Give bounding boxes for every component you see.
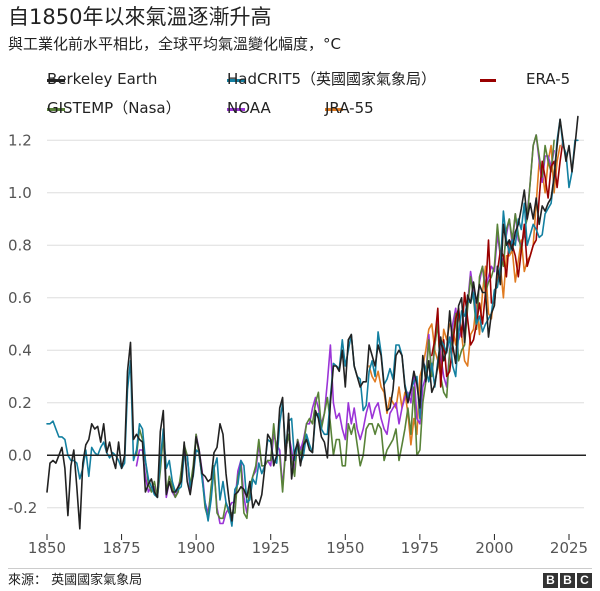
x-tick-label: 1900 <box>177 539 215 557</box>
legend-label-jra55: JRA-55 <box>325 99 374 117</box>
legend-swatch-berkeley <box>47 79 65 82</box>
footer-divider <box>8 568 592 569</box>
legend-swatch-noaa <box>227 108 245 111</box>
x-tick-label: 2025 <box>550 539 588 557</box>
y-tick-label: 0.4 <box>8 341 32 359</box>
legend-swatch-jra55 <box>325 108 343 111</box>
legend-label-berkeley: Berkeley Earth <box>47 70 158 88</box>
x-tick-label: 1850 <box>28 539 66 557</box>
legend-swatch-gistemp <box>47 108 65 111</box>
chart-title: 自1850年以來氣溫逐漸升高 <box>8 5 272 29</box>
y-tick-label: 1.0 <box>8 184 32 202</box>
x-tick-label: 1975 <box>401 539 439 557</box>
series-line-berkeley-earth <box>46 115 579 530</box>
legend-label-noaa: NOAA <box>227 99 271 117</box>
legend-label-era5: ERA-5 <box>526 70 571 88</box>
y-tick-label: 0.0 <box>8 446 32 464</box>
bbc-logo-letter: C <box>577 573 592 588</box>
source-note: 來源： 英國國家氣象局 <box>8 573 143 588</box>
y-tick-label: 0.8 <box>8 236 32 254</box>
legend-label-gistemp: GISTEMP（Nasa） <box>47 99 181 117</box>
bbc-logo: B B C <box>543 573 592 588</box>
x-tick-label: 2000 <box>475 539 513 557</box>
series-line-hadcrit5 <box>46 118 579 527</box>
chart-subtitle: 與工業化前水平相比，全球平均氣溫變化幅度，°C <box>8 35 341 53</box>
y-tick-label: -0.2 <box>8 499 37 517</box>
legend-swatch-era5 <box>480 79 496 82</box>
legend-label-hadcrut: HadCRIT5（英國國家氣象局） <box>227 70 437 88</box>
y-tick-label: 0.6 <box>8 289 32 307</box>
bbc-logo-letter: B <box>543 573 558 588</box>
legend-swatch-hadcrut <box>227 79 245 82</box>
y-tick-label: 0.2 <box>8 394 32 412</box>
x-tick-label: 1950 <box>326 539 364 557</box>
bbc-logo-letter: B <box>560 573 575 588</box>
series-line-jra-55 <box>368 144 561 446</box>
x-tick-label: 1925 <box>252 539 290 557</box>
x-tick-label: 1875 <box>102 539 140 557</box>
y-tick-label: 1.2 <box>8 131 32 149</box>
